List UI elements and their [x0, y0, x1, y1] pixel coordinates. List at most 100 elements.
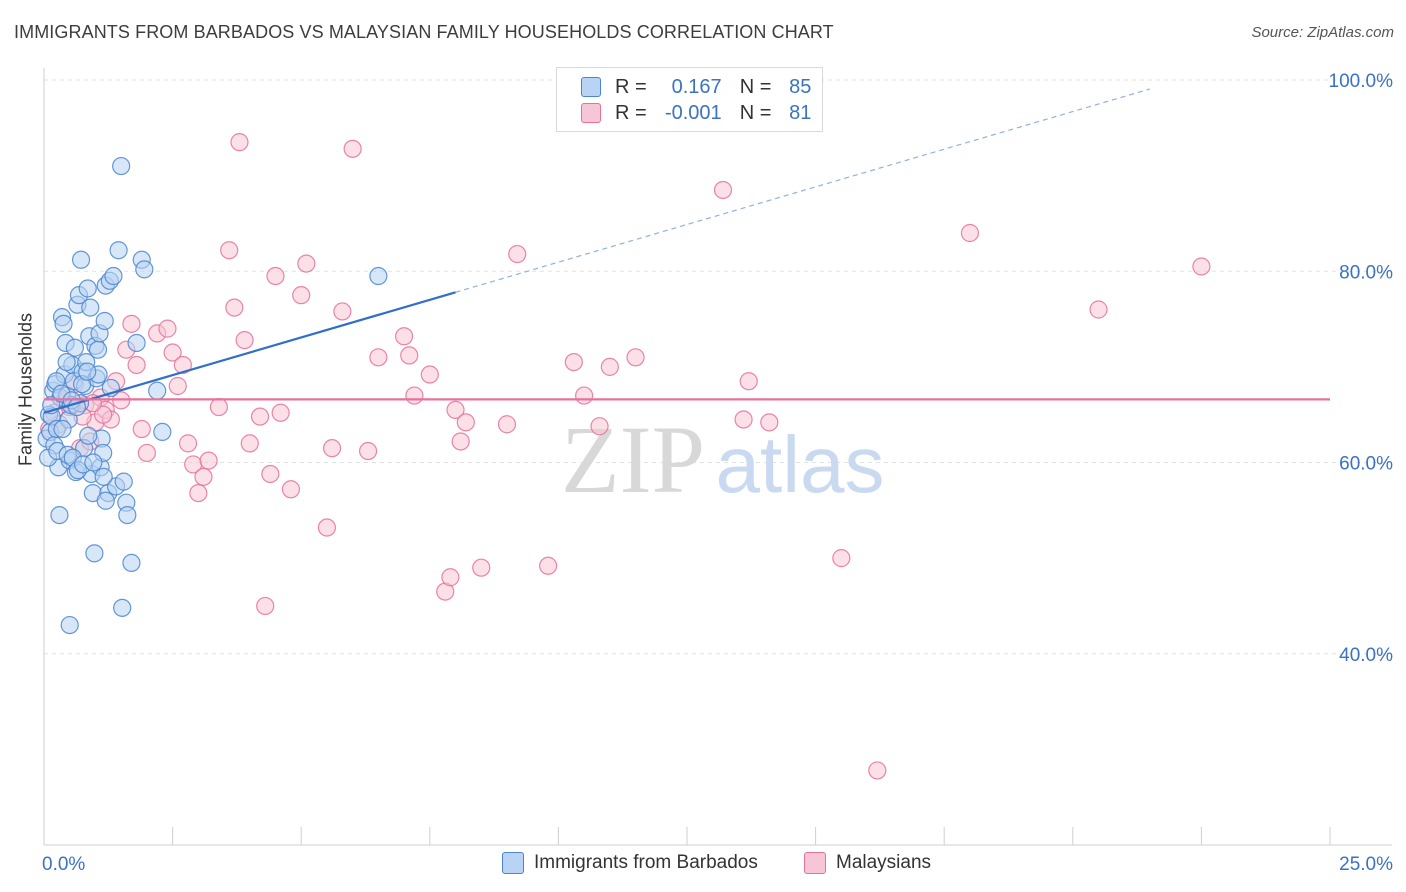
point-barbados — [122, 553, 141, 573]
point-malaysians — [168, 376, 187, 396]
point-malaysians — [271, 403, 290, 422]
point-malaysians — [199, 451, 218, 470]
point-malaysians — [600, 357, 619, 376]
point-malaysians — [369, 348, 388, 367]
point-barbados — [60, 615, 79, 635]
point-malaysians — [158, 319, 177, 338]
point-malaysians — [564, 352, 583, 372]
point-malaysians — [333, 302, 352, 321]
point-malaysians — [137, 443, 156, 463]
trend-line-barbados-extension — [455, 88, 1151, 293]
watermark-atlas: atlas — [716, 420, 885, 509]
y-tick-label: 60.0% — [1339, 454, 1393, 475]
point-malaysians — [322, 439, 342, 458]
point-malaysians — [358, 441, 378, 461]
legend-n-value-malaysians: 81 — [789, 101, 812, 124]
point-malaysians — [420, 365, 439, 384]
legend-r-value-barbados: 0.167 — [671, 75, 722, 98]
point-malaysians — [472, 558, 491, 577]
point-malaysians — [405, 386, 424, 405]
point-barbados — [109, 241, 128, 260]
point-malaysians — [178, 434, 198, 453]
legend-swatch-barbados — [502, 852, 524, 874]
y-tick-label: 80.0% — [1339, 262, 1393, 283]
point-malaysians — [508, 244, 527, 264]
point-malaysians — [960, 223, 980, 243]
point-malaysians — [446, 400, 465, 420]
legend-item-barbados[interactable]: Immigrants from Barbados — [502, 852, 758, 874]
legend-row-malaysians: R = -0.001 N = 81 — [581, 100, 811, 126]
point-barbados — [94, 467, 113, 486]
trend-lines — [43, 88, 1330, 414]
point-malaysians — [261, 464, 280, 484]
legend-r-value-malaysians: -0.001 — [664, 101, 722, 124]
point-barbados — [85, 544, 104, 563]
point-barbados — [95, 311, 114, 331]
point-malaysians — [739, 372, 758, 391]
source-label: Source: ZipAtlas.com — [1251, 24, 1394, 41]
point-malaysians — [317, 518, 337, 537]
chart-title: IMMIGRANTS FROM BARBADOS VS MALAYSIAN FA… — [14, 22, 834, 42]
watermark: ZIP atlas — [561, 406, 884, 513]
point-barbados — [118, 505, 137, 525]
point-barbados — [153, 422, 172, 441]
point-malaysians — [456, 413, 475, 432]
point-barbados — [54, 314, 73, 333]
point-barbados — [71, 250, 91, 269]
point-malaysians — [590, 417, 609, 436]
point-malaysians — [132, 419, 151, 439]
point-malaysians — [760, 413, 779, 432]
point-malaysians — [292, 286, 311, 305]
y-tick-labels: 40.0% 60.0% 80.0% 100.0% — [1329, 71, 1394, 666]
point-malaysians — [1192, 257, 1211, 276]
point-barbados — [135, 260, 154, 279]
gridlines — [44, 79, 1392, 655]
point-barbados — [127, 333, 146, 353]
point-barbados — [112, 156, 131, 176]
point-malaysians — [1089, 300, 1108, 319]
point-malaysians — [94, 405, 113, 424]
y-tick-label: 100.0% — [1329, 71, 1394, 92]
point-malaysians — [127, 355, 146, 375]
trend-line-barbados — [43, 291, 456, 414]
point-barbados — [78, 362, 97, 381]
stats-legend: R = 0.167 N = 85 R = -0.001 N = 81 — [556, 67, 823, 132]
point-barbados — [84, 453, 103, 472]
point-barbados — [50, 505, 69, 525]
legend-item-malaysians[interactable]: Malaysians — [804, 852, 931, 874]
point-malaysians — [235, 331, 254, 350]
point-malaysians — [173, 355, 192, 375]
point-malaysians — [626, 348, 645, 367]
point-malaysians — [266, 266, 285, 286]
point-malaysians — [343, 139, 362, 158]
legend-row-barbados: R = 0.167 N = 85 — [581, 74, 811, 100]
legend-swatch-malaysians — [581, 103, 601, 123]
point-malaysians — [297, 254, 316, 273]
point-barbados — [65, 338, 84, 357]
point-malaysians — [220, 241, 239, 260]
legend-n-value-barbados: 85 — [789, 75, 812, 98]
point-malaysians — [163, 343, 182, 362]
y-tick-label: 40.0% — [1339, 645, 1393, 666]
point-barbados — [81, 298, 100, 317]
point-malaysians — [713, 180, 733, 200]
point-malaysians — [734, 410, 753, 429]
point-malaysians — [194, 467, 213, 486]
point-malaysians — [539, 556, 558, 575]
point-malaysians — [441, 568, 460, 587]
series-malaysians — [40, 133, 1211, 780]
point-malaysians — [497, 415, 517, 434]
point-malaysians — [394, 327, 414, 346]
point-malaysians — [575, 386, 594, 405]
series-barbados — [37, 156, 388, 635]
legend-swatch-barbados — [581, 77, 601, 97]
legend-r-label: R = — [615, 101, 647, 124]
point-malaysians — [230, 133, 249, 152]
point-barbados — [79, 426, 98, 445]
point-malaysians — [250, 407, 270, 426]
point-barbados — [88, 340, 108, 359]
point-barbados — [114, 472, 133, 491]
point-malaysians — [122, 314, 141, 333]
legend-label-malaysians: Malaysians — [836, 852, 932, 873]
